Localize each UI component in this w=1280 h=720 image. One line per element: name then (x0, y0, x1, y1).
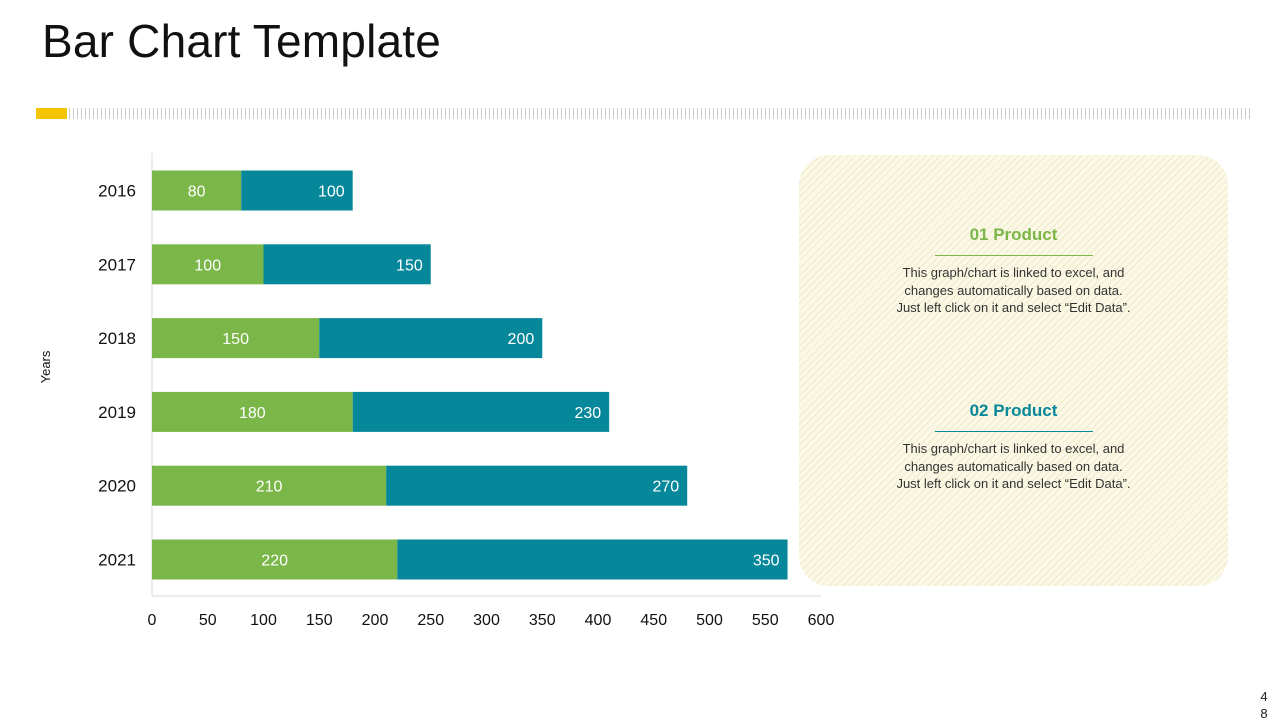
bar-segment (386, 465, 688, 506)
bar-segment (397, 539, 788, 580)
data-label: 180 (239, 405, 266, 422)
y-tick-label: 2016 (98, 182, 136, 201)
data-label: 150 (222, 331, 249, 348)
title-divider (36, 108, 1252, 119)
data-label: 100 (194, 257, 221, 274)
product-title: 01 Product (969, 225, 1058, 244)
x-tick-label: 150 (306, 612, 333, 629)
x-tick-label: 50 (199, 612, 217, 629)
y-tick-label: 2021 (98, 551, 136, 570)
x-tick-label: 100 (250, 612, 277, 629)
x-tick-label: 550 (752, 612, 779, 629)
product-description: This graph/chart is linked to excel, and… (896, 265, 1131, 315)
bar-segment (152, 465, 387, 506)
data-label: 200 (508, 331, 535, 348)
product-rule (934, 255, 1093, 256)
bar-segment (152, 170, 242, 211)
product-block-02: 02 Product This graph/chart is linked to… (799, 401, 1228, 493)
x-tick-label: 200 (362, 612, 389, 629)
data-label: 220 (261, 553, 288, 570)
bar-segment (352, 391, 610, 432)
x-tick-label: 400 (585, 612, 612, 629)
product-rule (934, 431, 1093, 432)
divider-ticks (69, 108, 1252, 119)
y-tick-label: 2018 (98, 329, 136, 348)
x-tick-label: 350 (529, 612, 556, 629)
y-tick-label: 2020 (98, 477, 136, 496)
y-tick-label: 2017 (98, 255, 136, 274)
product-block-01: 01 Product This graph/chart is linked to… (799, 225, 1228, 317)
data-label: 230 (574, 405, 601, 422)
data-label: 100 (318, 184, 345, 201)
bar-segment (241, 170, 353, 211)
page-title: Bar Chart Template (42, 15, 442, 67)
data-label: 350 (753, 553, 780, 570)
data-label: 80 (188, 184, 206, 201)
bar-segment (152, 318, 320, 359)
x-tick-label: 0 (148, 612, 157, 629)
y-axis-label: Years (38, 350, 53, 383)
product-title: 02 Product (969, 401, 1058, 420)
data-label: 210 (256, 479, 283, 496)
data-label: 150 (396, 257, 423, 274)
bar-segment (263, 244, 431, 285)
x-tick-label: 300 (473, 612, 500, 629)
bar-segment (152, 391, 353, 432)
info-panel: 01 Product This graph/chart is linked to… (799, 155, 1228, 586)
bar-segment (319, 318, 543, 359)
divider-accent (36, 108, 67, 119)
bar-segment (152, 539, 398, 580)
x-tick-label: 450 (640, 612, 667, 629)
bar-segment (152, 244, 264, 285)
page-number: 48 (1260, 689, 1268, 720)
y-tick-label: 2019 (98, 403, 136, 422)
x-tick-label: 250 (417, 612, 444, 629)
data-label: 270 (652, 479, 679, 496)
x-tick-label: 600 (808, 612, 835, 629)
x-tick-label: 500 (696, 612, 723, 629)
product-description: This graph/chart is linked to excel, and… (896, 441, 1131, 491)
